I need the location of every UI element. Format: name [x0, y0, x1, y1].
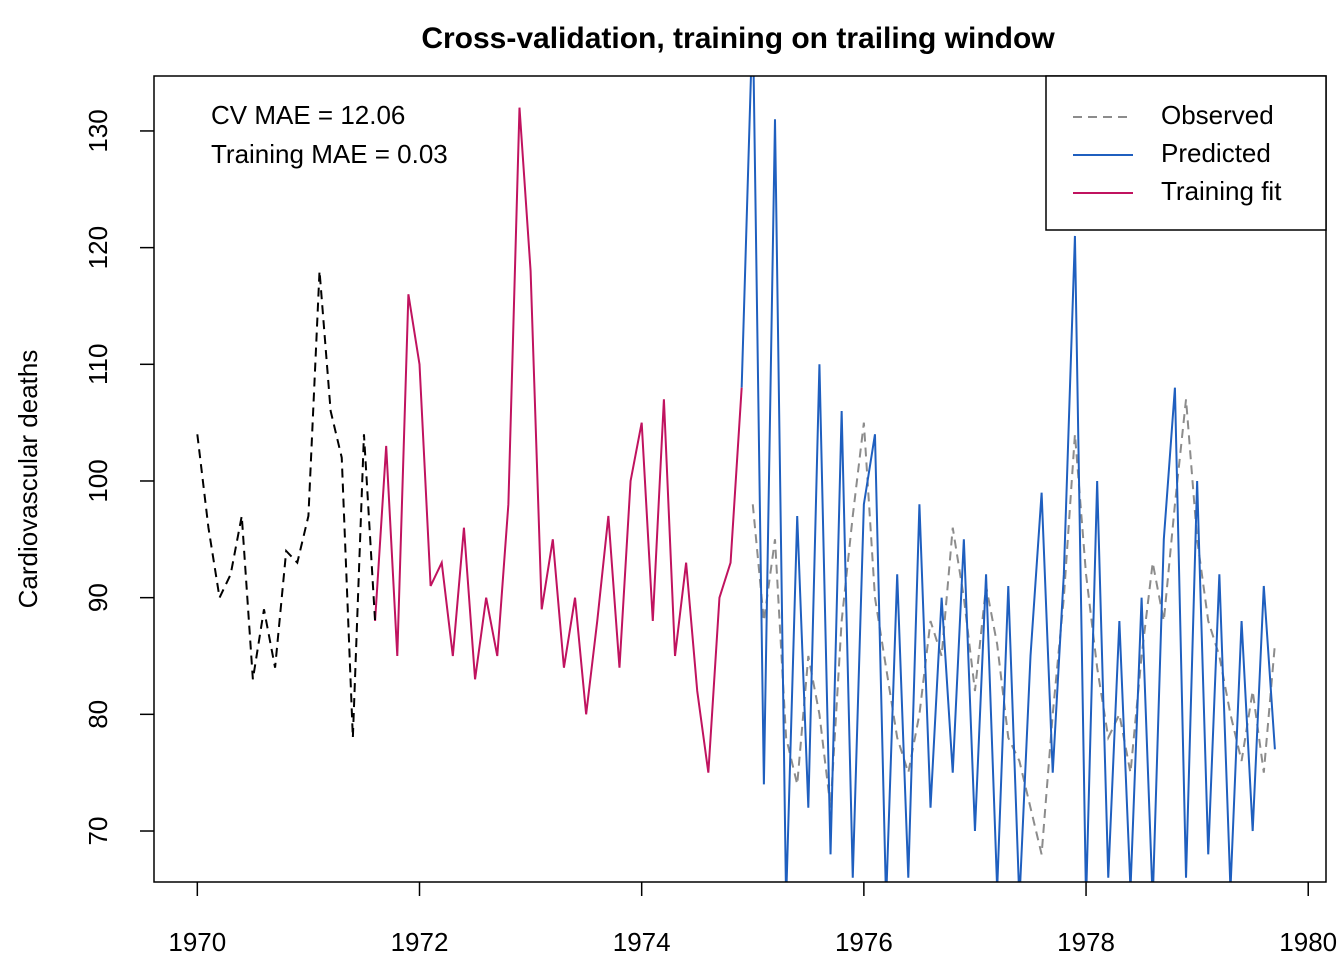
- y-tick-label: 90: [83, 583, 113, 612]
- legend-label: Predicted: [1161, 138, 1271, 168]
- y-tick-label: 70: [83, 817, 113, 846]
- x-tick-label: 1970: [168, 927, 226, 957]
- y-tick-label: 110: [83, 344, 113, 385]
- series-line: [751, 399, 1276, 855]
- series-line: [740, 76, 1276, 882]
- series-line: [196, 270, 377, 738]
- chart-title: Cross-validation, training on trailing w…: [421, 22, 1055, 55]
- y-axis-label: Cardiovascular deaths: [13, 350, 43, 609]
- legend-label: Observed: [1161, 100, 1274, 130]
- x-tick-label: 1976: [835, 927, 893, 957]
- series-line: [374, 107, 743, 773]
- x-tick-label: 1974: [613, 927, 671, 957]
- plot-lines: [196, 76, 1276, 882]
- annotation: Training MAE = 0.03: [211, 139, 448, 169]
- legend-label: Training fit: [1161, 176, 1282, 206]
- y-tick-label: 120: [83, 226, 113, 269]
- annotation: CV MAE = 12.06: [211, 100, 405, 130]
- y-tick-label: 100: [83, 459, 113, 502]
- y-tick-label: 80: [83, 700, 113, 729]
- x-tick-label: 1972: [391, 927, 449, 957]
- legend-box: [1045, 75, 1327, 231]
- x-tick-label: 1978: [1057, 927, 1115, 957]
- y-tick-label: 130: [83, 109, 113, 152]
- plot-frame: [153, 75, 1327, 883]
- x-tick-label: 1980: [1279, 927, 1337, 957]
